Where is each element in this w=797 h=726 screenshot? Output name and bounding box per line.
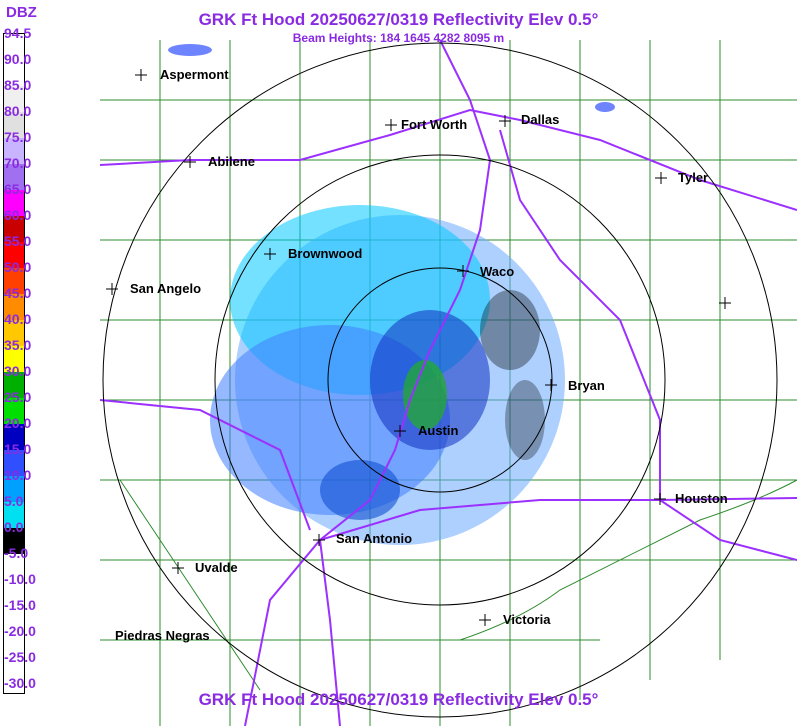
legend-label: 25.0 <box>4 389 32 405</box>
city-label-brownwood: Brownwood <box>288 246 363 261</box>
legend-label: -25.0 <box>4 649 36 665</box>
legend-label: 90.0 <box>4 51 32 67</box>
legend-color-swatch <box>4 554 24 580</box>
city-label-austin: Austin <box>418 423 459 438</box>
highways <box>99 39 797 726</box>
legend-label: 5.0 <box>4 493 24 509</box>
legend-label: -15.0 <box>4 597 36 613</box>
legend-label: 55.0 <box>4 233 32 249</box>
legend-color-swatch <box>4 372 24 398</box>
color-legend: DBZ 94.5 90.0 85.0 80.0 75.0 70.0 65.0 60.0 55.0… <box>0 0 37 726</box>
legend-color-swatch <box>4 450 24 476</box>
radar-footer-title: GRK Ft Hood 20250627/0319 Reflectivity E… <box>198 690 599 709</box>
legend-color-swatch <box>4 34 24 60</box>
city-markers <box>106 69 731 626</box>
legend-label: 80.0 <box>4 103 32 119</box>
legend-color-swatch <box>4 476 24 502</box>
legend-label: 45.0 <box>4 285 32 301</box>
legend-color-swatch <box>4 580 24 606</box>
city-label-houston: Houston <box>675 491 728 506</box>
range-rings <box>102 42 778 718</box>
city-label-aspermont: Aspermont <box>160 67 229 82</box>
legend-color-swatch <box>4 138 24 164</box>
legend-label: 15.0 <box>4 441 32 457</box>
radar-echoes <box>168 44 615 545</box>
legend-label: 50.0 <box>4 259 32 275</box>
city-label-waco: Waco <box>480 264 515 279</box>
city-label-san-angelo: San Angelo <box>130 281 202 296</box>
legend-color-swatch <box>4 606 24 632</box>
beam-heights: Beam Heights: 184 1645 4282 8095 m <box>292 31 505 45</box>
city-label-abilene: Abilene <box>208 154 255 169</box>
legend-color-swatch <box>4 164 24 190</box>
city-label-dallas: Dallas <box>521 112 560 127</box>
legend-color-swatch <box>4 294 24 320</box>
legend-color-swatch <box>4 424 24 450</box>
city-label-tyler: Tyler <box>678 170 709 185</box>
legend-label: 0.0 <box>4 519 24 535</box>
legend-color-swatch <box>4 86 24 112</box>
legend-color-swatch <box>4 502 24 528</box>
legend-color-swatch <box>4 268 24 294</box>
legend-unit: DBZ <box>6 4 37 21</box>
legend-color-swatch <box>4 60 24 86</box>
city-label-fort-worth: Fort Worth <box>401 117 468 132</box>
legend-label: 40.0 <box>4 311 32 327</box>
legend-label: 85.0 <box>4 77 32 93</box>
legend-color-swatch <box>4 684 24 693</box>
legend-color-swatch <box>4 216 24 242</box>
city-label-victoria: Victoria <box>503 612 551 627</box>
legend-color-bar <box>3 33 25 694</box>
legend-label: -30.0 <box>4 675 36 691</box>
city-label-san-antonio: San Antonio <box>336 531 413 546</box>
legend-label: 30.0 <box>4 363 32 379</box>
city-label-bryan: Bryan <box>568 378 605 393</box>
radar-title: GRK Ft Hood 20250627/0319 Reflectivity E… <box>198 10 599 29</box>
legend-label: 70.0 <box>4 155 32 171</box>
legend-label: 10.0 <box>4 467 32 483</box>
city-label-uvalde: Uvalde <box>195 560 238 575</box>
legend-color-swatch <box>4 242 24 268</box>
legend-color-swatch <box>4 320 24 346</box>
legend-label: 75.0 <box>4 129 32 145</box>
legend-color-swatch <box>4 398 24 424</box>
legend-label: 65.0 <box>4 181 32 197</box>
legend-label: -5.0 <box>4 545 29 561</box>
legend-color-swatch <box>4 632 24 658</box>
legend-label: -20.0 <box>4 623 36 639</box>
legend-label: 60.0 <box>4 207 32 223</box>
legend-color-swatch <box>4 112 24 138</box>
legend-label: 94.5 <box>4 25 32 41</box>
legend-label: -10.0 <box>4 571 36 587</box>
legend-label: 35.0 <box>4 337 32 353</box>
legend-color-swatch <box>4 346 24 372</box>
legend-label: 20.0 <box>4 415 32 431</box>
city-label-piedras-negras: Piedras Negras <box>115 628 210 643</box>
legend-color-swatch <box>4 190 24 216</box>
legend-color-swatch <box>4 528 24 554</box>
legend-color-swatch <box>4 658 24 684</box>
